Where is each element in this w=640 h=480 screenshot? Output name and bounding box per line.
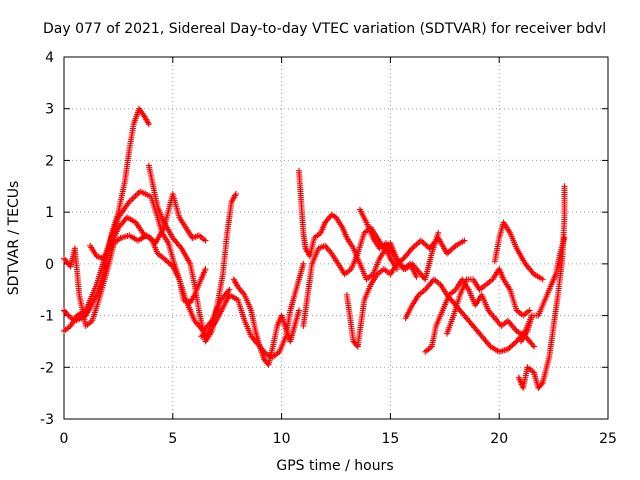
series-arc-7 (230, 276, 303, 368)
series-arc-1 (61, 105, 152, 324)
y-tick-label: 1 (45, 205, 54, 221)
data-point (561, 183, 568, 190)
series-arc-16 (515, 183, 568, 391)
series-arc-17 (517, 235, 568, 345)
data-point (561, 235, 568, 241)
y-axis-label: SDTVAR / TECUs (6, 181, 22, 296)
data-point (145, 121, 152, 128)
data-point (461, 237, 468, 244)
series-arc-12 (402, 276, 535, 355)
data-point (538, 381, 545, 388)
data-point (202, 237, 209, 244)
series-arc-5 (145, 162, 239, 345)
x-tick-label: 10 (273, 431, 291, 447)
series-arc-15 (491, 219, 546, 283)
y-tick-label: 0 (45, 257, 54, 273)
data-point (413, 273, 420, 280)
series-arc-3 (61, 191, 209, 329)
data-point (526, 307, 533, 314)
data-point (64, 311, 71, 318)
y-tick-label: 3 (45, 102, 54, 118)
y-tick-label: 2 (45, 153, 54, 169)
data-point (202, 266, 209, 273)
data-points (61, 105, 568, 391)
data-point (232, 191, 239, 198)
series-arc-11 (356, 206, 442, 283)
data-point (300, 260, 307, 267)
y-tick-label: -2 (40, 360, 54, 376)
data-point (435, 229, 442, 236)
x-tick-label: 15 (381, 431, 399, 447)
chart-title: Day 077 of 2021, Sidereal Day-to-day VTE… (43, 21, 606, 37)
series-arc-14 (443, 266, 533, 337)
y-tick-label: -3 (40, 412, 54, 428)
y-tick-label: -1 (40, 309, 54, 325)
x-tick-label: 5 (168, 431, 177, 447)
data-point (539, 276, 546, 283)
y-tick-label: 4 (45, 50, 54, 66)
data-point (226, 286, 233, 293)
x-tick-label: 20 (490, 431, 508, 447)
x-tick-label: 25 (599, 431, 617, 447)
axis-tick-labels: 0 5 10 15 20 25 -3 -2 -1 0 1 2 3 4 (40, 50, 617, 447)
data-point (531, 343, 538, 350)
x-axis-label: GPS time / hours (276, 458, 393, 474)
data-point (296, 307, 303, 314)
x-tick-label: 0 (60, 431, 69, 447)
plot-frame (63, 56, 609, 420)
